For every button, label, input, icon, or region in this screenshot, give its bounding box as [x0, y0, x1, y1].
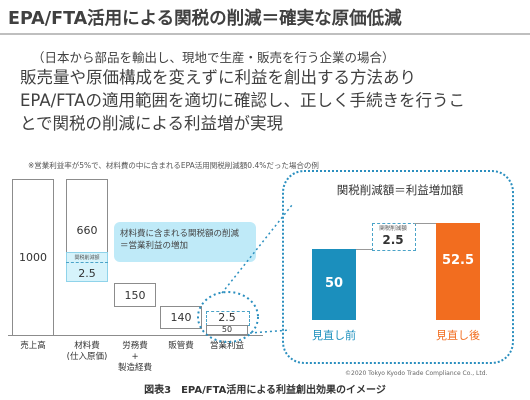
- category-label-material-cost-line1: 材料費: [74, 341, 100, 351]
- copyright-notice: ©2020 Tokyo Kyodo Trade Compliance Co., …: [345, 370, 488, 377]
- value-label-material-cost: 660: [76, 224, 98, 237]
- callout-line-2: ＝営業利益の増加: [120, 241, 189, 251]
- chart-baseline: [8, 335, 263, 336]
- category-label-after: 見直し後: [436, 329, 480, 342]
- body-line-3: とで関税の削減による利益増が実現: [20, 114, 284, 133]
- value-label-profit-increase: 2.5: [218, 311, 236, 324]
- tariff-callout: 材料費に含まれる関税額の削減 ＝営業利益の増加: [114, 222, 256, 262]
- zoom-circle: [197, 291, 259, 343]
- title-divider: [0, 33, 530, 35]
- tariff-reduction-segment: [66, 252, 108, 282]
- zoom-panel: [282, 170, 514, 364]
- bar-after: [436, 223, 480, 320]
- value-label-increment: 2.5: [382, 233, 404, 247]
- body-line-2: EPA/FTAの適用範囲を適切に確認し、正しく手続きを行うこ: [20, 91, 465, 110]
- bar-before: [312, 249, 356, 320]
- callout-line-1: 材料費に含まれる関税額の削減: [120, 229, 240, 239]
- example-note: ※営業利益率が5%で、材料費の中に含まれるEPA活用関税削減額0.4%だった場合…: [28, 161, 319, 170]
- value-label-after: 52.5: [441, 253, 475, 268]
- increment-segment: [372, 223, 416, 251]
- bar-operating-profit: [206, 325, 248, 335]
- tariff-reduction-box-label: 関税削減額: [74, 255, 100, 261]
- category-label-material-cost: 材料費 (仕入原価): [60, 341, 114, 363]
- category-label-labor-line1: 労務費: [122, 341, 148, 351]
- page-title: EPA/FTA活用による関税の削減＝確実な原価低減: [8, 9, 402, 29]
- zoom-line-top: [221, 204, 293, 294]
- category-label-material-cost-line2: (仕入原価): [66, 352, 108, 362]
- value-label-sales: 1000: [19, 251, 47, 264]
- bar-sales: [12, 179, 54, 336]
- category-label-labor-line3: 製造経費: [117, 363, 152, 373]
- category-label-labor-manufacturing: 労務費 + 製造経費: [110, 341, 160, 374]
- connector-before-increment: [356, 249, 372, 250]
- connector-increment-after: [414, 223, 436, 224]
- value-label-labor-manufacturing: 150: [124, 289, 146, 302]
- category-label-sga: 販管費: [168, 341, 194, 351]
- value-label-operating-profit: 50: [221, 325, 233, 334]
- value-label-sga: 140: [170, 311, 192, 324]
- category-label-operating-profit: 営業利益: [209, 341, 244, 351]
- value-label-before: 50: [324, 276, 344, 291]
- zoom-panel-title: 関税削減額＝利益増加額: [336, 183, 464, 197]
- value-label-tariff-reduction: 2.5: [78, 267, 96, 280]
- category-label-labor-line2: +: [131, 352, 139, 362]
- subtitle: （日本から部品を輸出し、現地で生産・販売を行う企業の場合）: [32, 50, 395, 65]
- increment-box-label: 関税削減額: [379, 226, 407, 232]
- zoom-line-bottom: [249, 329, 291, 334]
- figure-caption: 図表3 EPA/FTA活用による利益創出効果のイメージ: [144, 385, 386, 396]
- tariff-reduction-divider: [66, 262, 108, 264]
- bar-labor-manufacturing: [114, 283, 156, 307]
- category-label-sales: 売上高: [20, 341, 46, 351]
- body-line-1: 販売量や原価構成を変えずに利益を創出する方法あり: [20, 68, 416, 87]
- category-label-before: 見直し前: [312, 329, 356, 342]
- bar-sga: [160, 306, 202, 329]
